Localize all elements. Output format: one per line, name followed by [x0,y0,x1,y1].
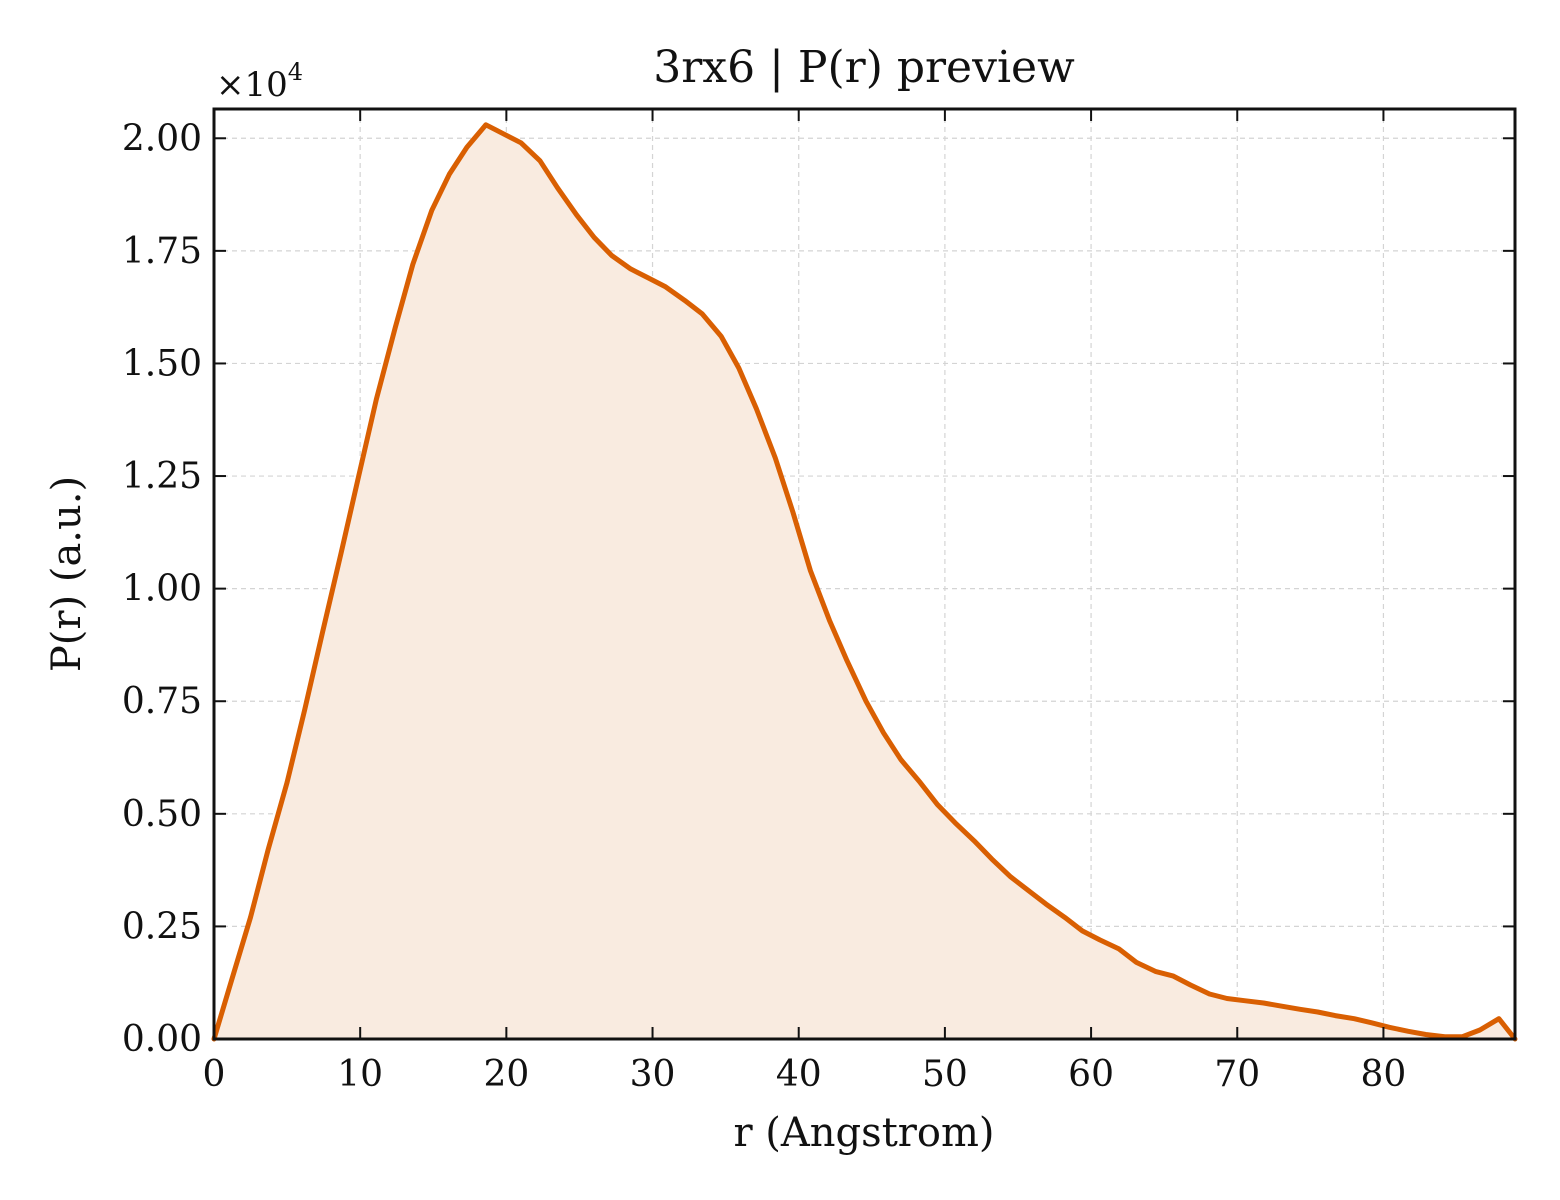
x-tick-label: 0 [203,1054,226,1095]
x-tick-label: 50 [922,1054,968,1095]
area-fill [214,124,1515,1040]
plot-frame [212,107,1517,1041]
y-tick-label: 1.50 [122,343,202,384]
y-tick-label: 1.25 [122,456,202,497]
x-axis-label: r (Angstrom) [733,1110,994,1156]
x-tick-label: 60 [1068,1054,1114,1095]
x-tick-label: 70 [1214,1054,1260,1095]
y-offset-base: ×10 [216,65,288,105]
y-tick-label: 0.50 [122,794,202,835]
y-tick-label: 0.75 [122,681,202,722]
y-tick-label: 2.00 [122,118,202,159]
y-tick-label: 0.25 [122,906,202,947]
y-offset-exponent: 4 [288,58,303,86]
y-tick-label: 1.00 [122,569,202,610]
x-tick-label: 80 [1361,1054,1407,1095]
y-tick-label: 1.75 [122,231,202,272]
tick-labels: 0 10 20 30 40 50 60 70 80 0.00 0.25 0.50 0.75 1.00 1.2… [122,118,1407,1095]
x-tick-label: 30 [630,1054,676,1095]
y-axis-label: P(r) (a.u.) [44,476,90,672]
y-offset-label: ×104 [216,58,303,105]
series-line [211,122,1518,1042]
y-tick-label: 0.00 [122,1019,202,1060]
x-tick-label: 40 [776,1054,822,1095]
chart-title: 3rx6 | P(r) preview [653,42,1075,93]
x-tick-label: 10 [337,1054,383,1095]
x-tick-label: 20 [483,1054,529,1095]
